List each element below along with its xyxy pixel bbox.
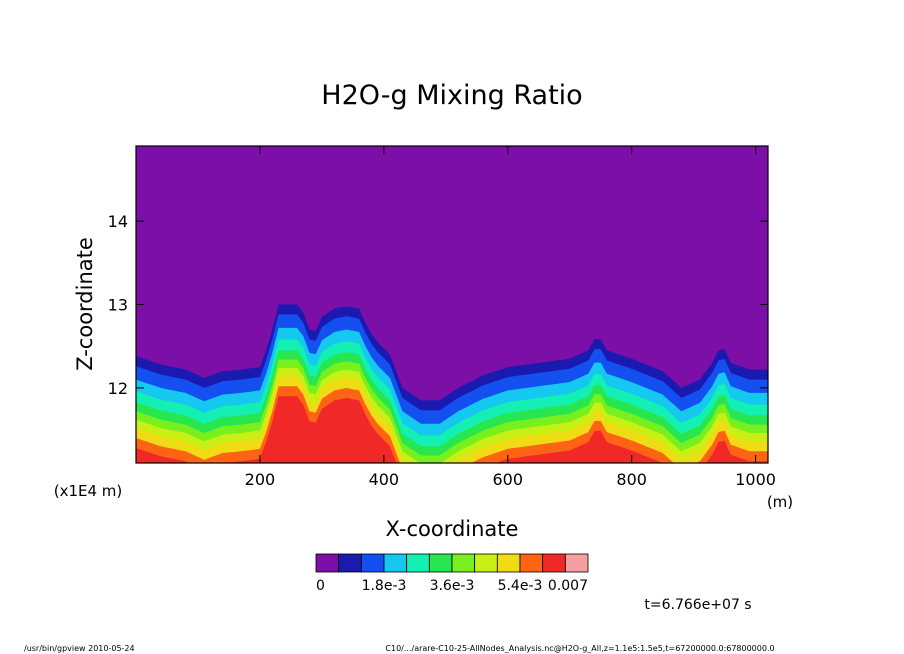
colorbar-swatch <box>496 553 521 573</box>
x-tick-label: 200 <box>245 470 276 489</box>
colorbar-swatch <box>542 553 566 573</box>
colorbar-swatch <box>474 553 498 573</box>
x-tick-label: 800 <box>616 470 647 489</box>
x-tick-label: 1000 <box>735 470 776 489</box>
colorbar-swatch <box>406 553 430 573</box>
time-label: t=6.766e+07 s <box>644 597 751 613</box>
colorbar-swatch <box>519 553 544 573</box>
colorbar-swatch <box>383 553 408 573</box>
footer-right: C10/.../arare-C10-25-AllNodes_Analysis.n… <box>385 644 774 653</box>
colorbar-label: 0.007 <box>548 578 588 594</box>
y-tick-label: 14 <box>108 212 128 231</box>
colorbar-swatch <box>428 553 453 573</box>
y-tick-label: 12 <box>108 379 128 398</box>
x-tick-label: 600 <box>492 470 523 489</box>
colorbar-swatch <box>360 553 385 573</box>
colorbar-swatch <box>315 553 340 573</box>
colorbar-swatch <box>451 553 476 573</box>
colorbar-label: 0 <box>316 578 325 594</box>
x-tick-label: 400 <box>369 470 400 489</box>
colorbar-label: 5.4e-3 <box>498 578 543 594</box>
contour-field <box>136 146 768 463</box>
axes: 200 400 600 800 1000 12 13 14 <box>108 146 776 489</box>
footer-left: /usr/bin/gpview 2010-05-24 <box>24 644 135 653</box>
colorbar: 0 1.8e-3 3.6e-3 5.4e-3 0.007 <box>315 553 589 594</box>
colorbar-swatch <box>564 553 589 573</box>
y-axis-label: Z-coordinate <box>73 237 97 371</box>
colorbar-label: 1.8e-3 <box>362 578 407 594</box>
chart-title: H2O-g Mixing Ratio <box>321 80 582 111</box>
x-axis-label: X-coordinate <box>386 517 519 541</box>
contour-level-10 <box>136 396 768 463</box>
x-unit-label: (m) <box>767 493 793 511</box>
colorbar-label: 3.6e-3 <box>430 578 475 594</box>
y-unit-label: (x1E4 m) <box>54 482 123 500</box>
y-tick-label: 13 <box>108 296 128 315</box>
colorbar-swatch <box>338 553 362 573</box>
